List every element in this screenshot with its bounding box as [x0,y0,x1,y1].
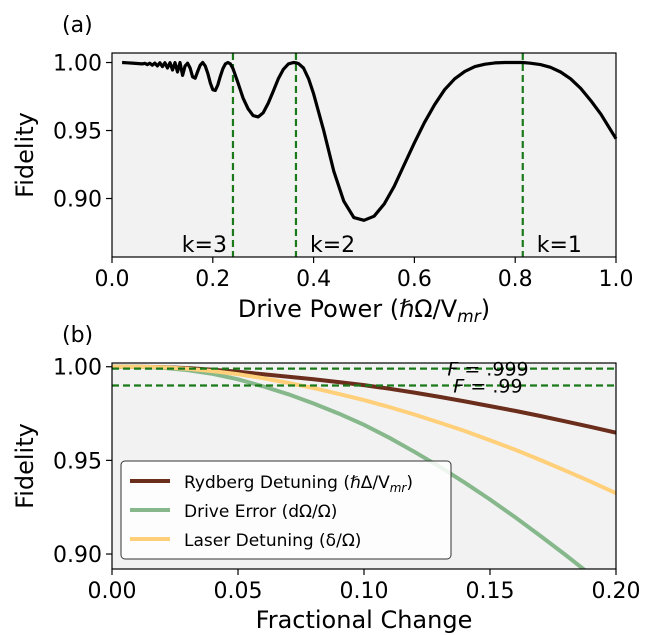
k-label: k=1 [537,233,582,258]
panel-a-x-axis-label: Drive Power (ℏΩ/Vmr) [238,295,490,327]
x-tick-label: 0.8 [498,267,533,292]
panel-a-k-labels: k=3 k=2 k=1 [182,233,582,258]
panel-a-fidelity-line [122,60,618,222]
legend-box [120,460,452,560]
panel-b-y-ticks: 0.90 0.95 1.00 [53,356,112,568]
x-tick-label: 0.20 [592,579,641,604]
x-tick-label: 0.0 [95,267,130,292]
y-tick-label: 0.95 [53,449,102,474]
x-tick-label: 0.4 [296,267,331,292]
y-tick-label: 1.00 [53,356,102,381]
panel-a-y-ticks: 0.90 0.95 1.00 [53,52,112,213]
legend-entry: Drive Error (dΩ/Ω) [184,502,337,522]
legend-entry: Laser Detuning (δ/Ω) [184,531,361,551]
y-tick-label: 0.90 [53,188,102,213]
y-tick-label: 1.00 [53,52,102,77]
panel-a-x-ticks: 0.0 0.2 0.4 0.6 0.8 1.0 [95,257,634,292]
x-tick-label: 0.00 [88,579,137,604]
y-tick-label: 0.95 [53,120,102,145]
panel-b-x-axis-label: Fractional Change [256,606,473,634]
legend-entry: Rydberg Detuning (ℏΔ/Vmr) [184,473,413,495]
k-label: k=2 [310,233,355,258]
x-tick-label: 1.0 [599,267,634,292]
x-tick-label: 0.05 [214,579,263,604]
panel-a-plot-area [112,53,616,257]
panel-b-y-axis-label: Fidelity [11,423,39,509]
x-tick-label: 0.10 [340,579,389,604]
k-label: k=3 [182,233,227,258]
panel-b-hlines [112,367,616,387]
x-tick-label: 0.15 [466,579,515,604]
panel-a: (a) k=3 k=2 k=1 0.0 0.2 0.4 0.6 0.8 1.0 0.900.9… [11,13,634,327]
threshold-label: F = .999 [447,359,528,381]
panel-a-y-axis-label: Fidelity [11,112,39,198]
panel-b-label: (b) [62,323,93,348]
x-tick-label: 0.6 [397,267,432,292]
panel-b-x-ticks: 0.00 0.05 0.10 0.15 0.20 [88,569,641,604]
threshold-label: F = .99 [453,375,522,397]
panel-a-frame [111,52,617,258]
panel-a-vlines [231,53,524,257]
x-tick-label: 0.2 [195,267,230,292]
panel-b-legend: Rydberg Detuning (ℏΔ/Vmr) Drive Error (dΩ… [120,460,452,560]
y-tick-label: 0.90 [53,543,102,568]
panel-a-label: (a) [62,13,93,38]
